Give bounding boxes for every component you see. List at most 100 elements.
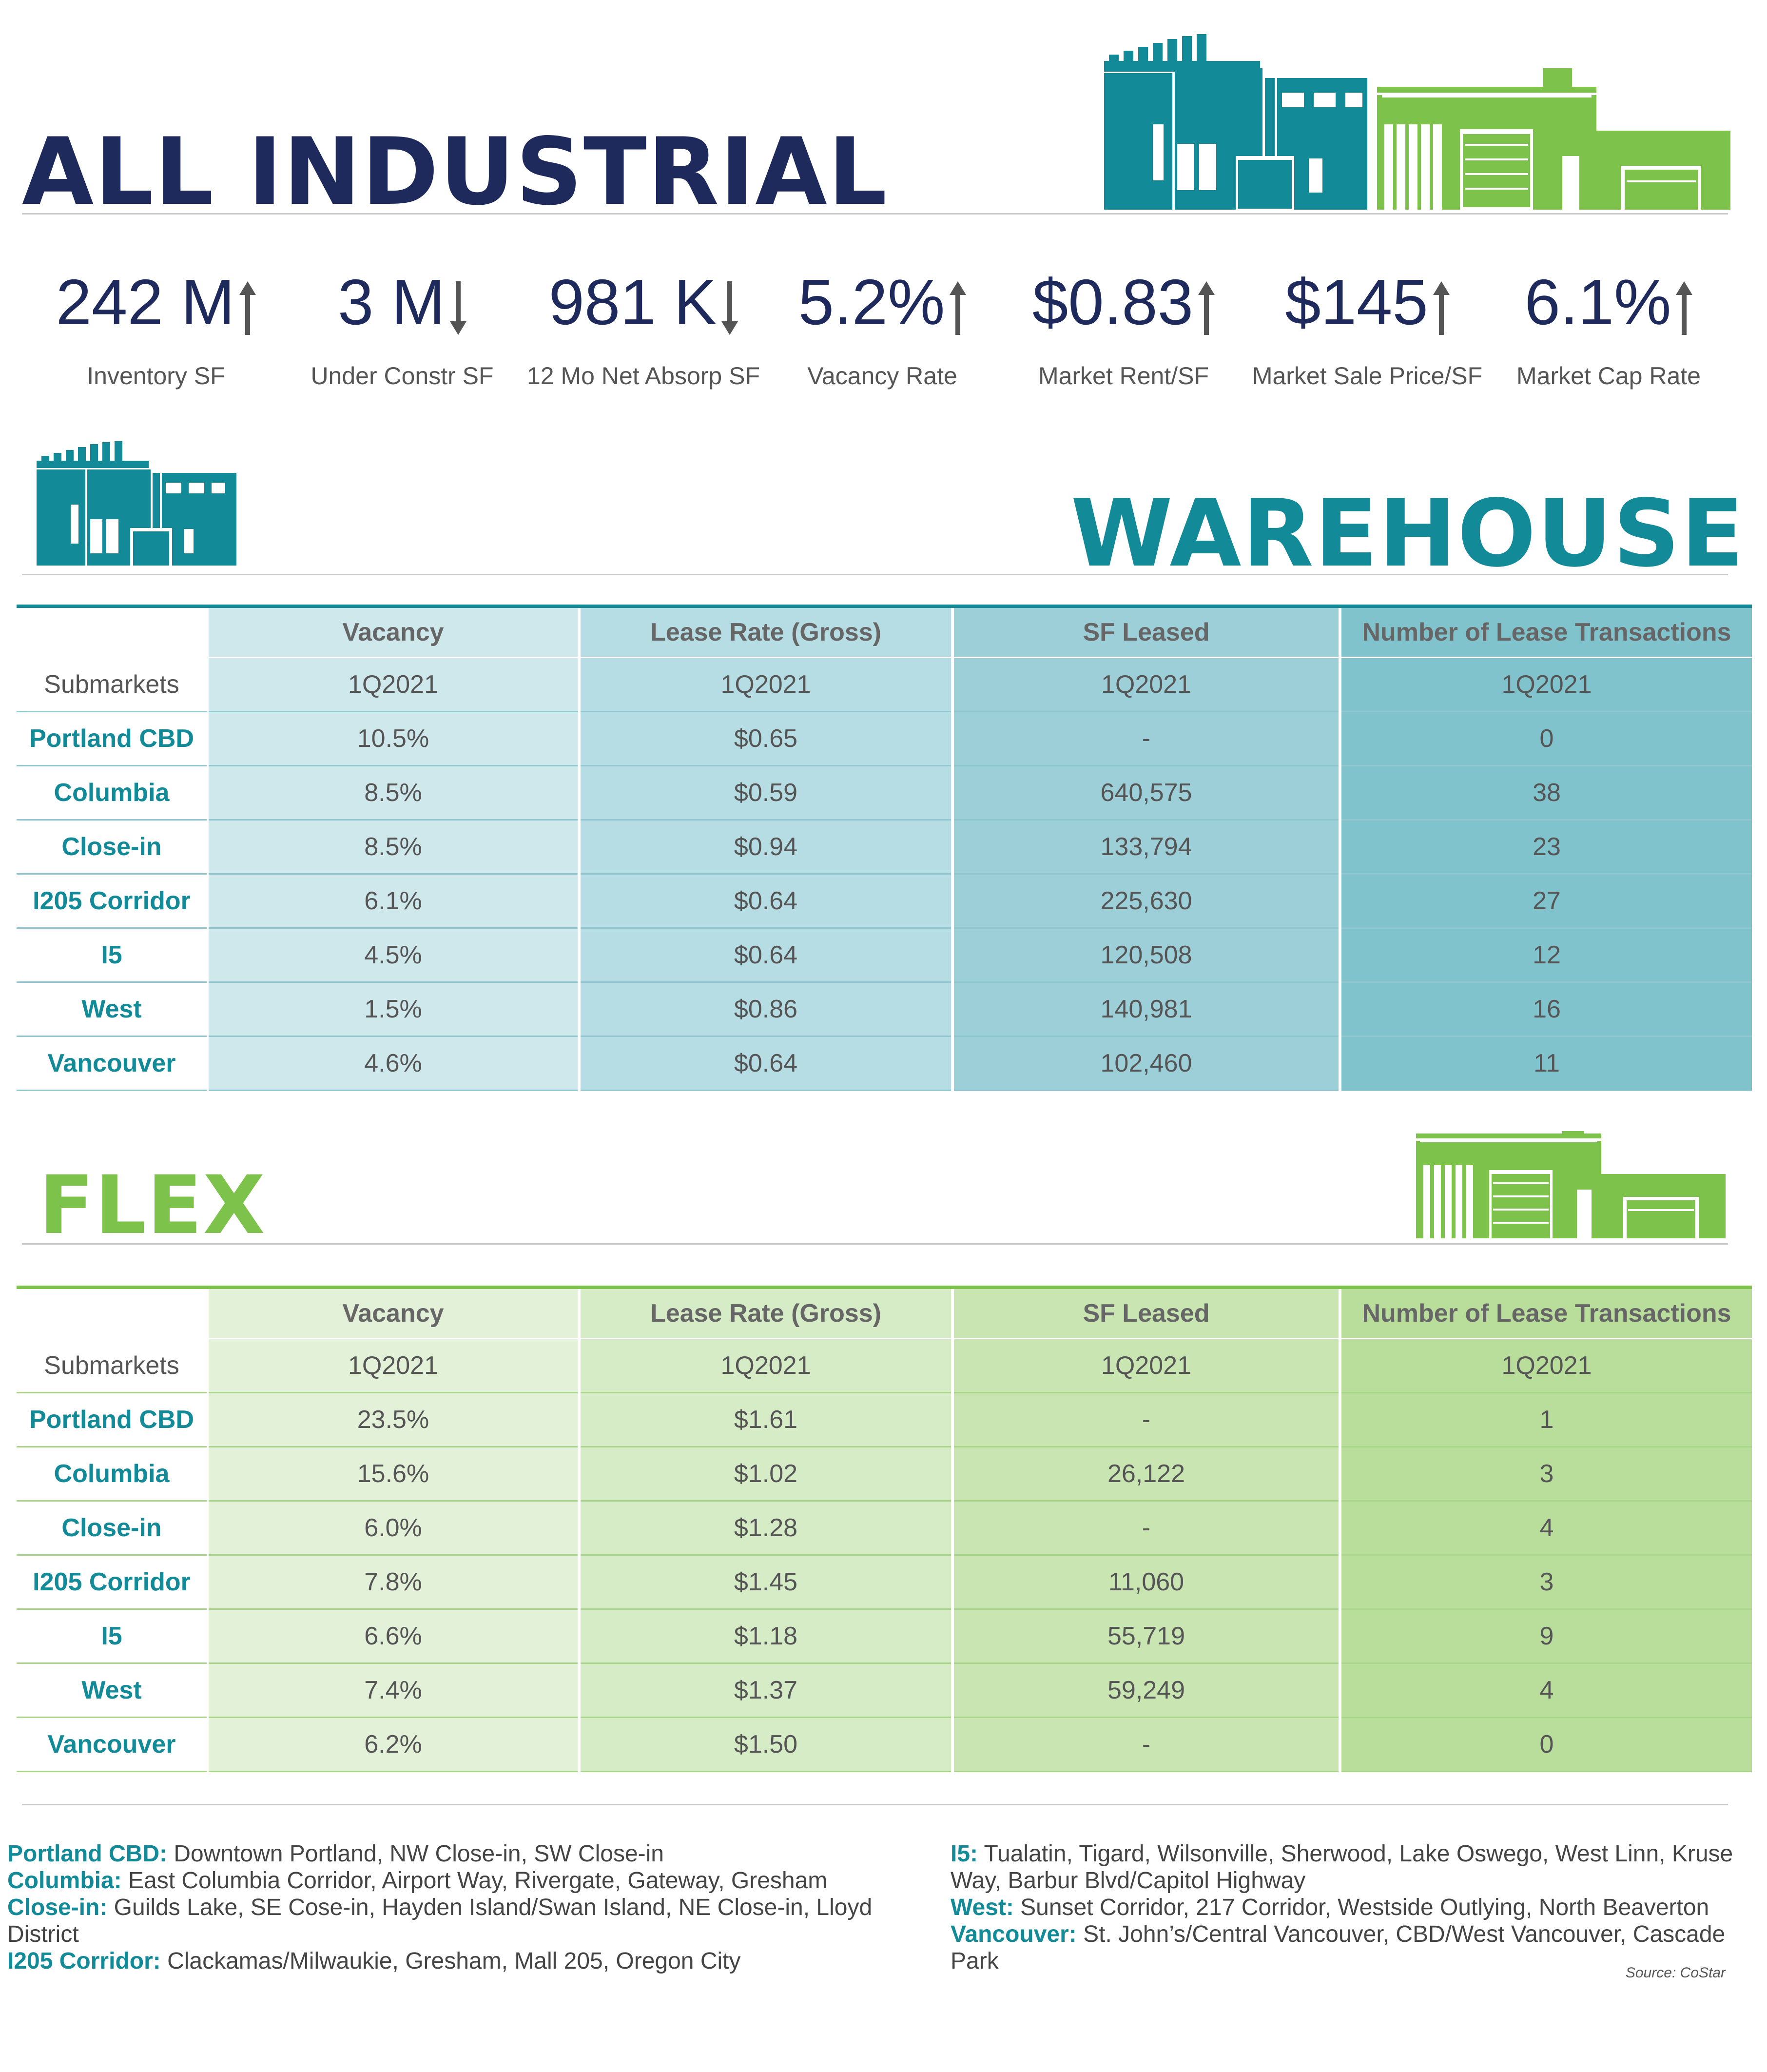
table-row: I5 6.6% $1.18 55,719 9 [17,1609,1752,1664]
table-cell: - [952,711,1341,766]
table-cell: 23.5% [208,1392,581,1447]
table-row: I5 4.5% $0.64 120,508 12 [17,928,1752,983]
table-cell: 1 [1340,1392,1752,1447]
stat-label: 12 Mo Net Absorp SF [526,362,760,390]
definition-item: Columbia: East Columbia Corridor, Airpor… [7,1867,948,1894]
divider [22,574,1728,575]
table-cell: 4.5% [208,928,581,983]
table-header-cell [17,1287,209,1339]
table-cell: $1.50 [579,1717,954,1772]
table-row: Portland CBD 23.5% $1.61 - 1 [17,1392,1752,1447]
definition-term: West: [951,1895,1014,1920]
definition-text: Downtown Portland, NW Close-in, SW Close… [167,1841,664,1867]
table-cell: - [952,1717,1341,1772]
submarket-name: West [17,982,209,1037]
submarket-name: Close-in [17,820,209,875]
table-row: Columbia 15.6% $1.02 26,122 3 [17,1446,1752,1502]
table-cell: 3 [1340,1446,1752,1502]
table-cell: 1Q2021 [579,657,954,712]
definition-term: Columbia: [7,1868,122,1894]
table-cell: 0 [1340,711,1752,766]
flex-building-icon [1416,1131,1726,1238]
table-row: Columbia 8.5% $0.59 640,575 38 [17,765,1752,821]
table-row: West 7.4% $1.37 59,249 4 [17,1663,1752,1718]
table-header-cell: Vacancy [208,1287,581,1339]
stat-label: Market Cap Rate [1516,362,1701,390]
table-row: I205 Corridor 7.8% $1.45 11,060 3 [17,1555,1752,1610]
table-cell: 8.5% [208,820,581,875]
header-buildings-illustration [1104,34,1730,210]
stat-inventory: 242 M Inventory SF [39,263,273,390]
definition-item: I5: Tualatin, Tigard, Wilsonville, Sherw… [951,1840,1755,1894]
definition-term: Close-in: [7,1895,108,1920]
table-cell: 3 [1340,1555,1752,1610]
submarket-name: Portland CBD [17,711,209,766]
submarket-name: Portland CBD [17,1392,209,1447]
stat-value: $145 [1285,266,1428,338]
table-cell: $1.37 [579,1663,954,1718]
stat-label: Inventory SF [87,362,225,390]
divider [22,213,1728,215]
table-cell: 8.5% [208,765,581,821]
table-cell: 1Q2021 [1340,657,1752,712]
submarket-name: Columbia [17,1446,209,1502]
table-row: Vancouver 6.2% $1.50 - 0 [17,1717,1752,1772]
definition-item: West: Sunset Corridor, 217 Corridor, Wes… [951,1894,1755,1921]
table-cell: $0.86 [579,982,954,1037]
definition-text: Sunset Corridor, 217 Corridor, Westside … [1013,1895,1709,1920]
stat-market-sale-price: $145 Market Sale Price/SF [1250,263,1484,390]
arrow-down-icon [450,274,467,352]
arrow-up-icon [950,274,967,352]
table-cell: $0.64 [579,928,954,983]
table-row: Close-in 8.5% $0.94 133,794 23 [17,820,1752,875]
definition-text: Clackamas/Milwaukie, Gresham, Mall 205, … [160,1948,741,1974]
flex-table: Vacancy Lease Rate (Gross) SF Leased Num… [17,1286,1752,1772]
stat-value: 5.2% [798,266,945,338]
table-subheader-row: Submarkets 1Q2021 1Q2021 1Q2021 1Q2021 [17,1338,1752,1393]
table-cell: Submarkets [17,657,209,712]
table-cell: 10.5% [208,711,581,766]
stat-value: 242 M [56,266,235,338]
table-cell: 1Q2021 [208,657,581,712]
table-cell: 7.8% [208,1555,581,1610]
definition-item: Close-in: Guilds Lake, SE Cose-in, Hayde… [7,1894,948,1948]
table-cell: $1.61 [579,1392,954,1447]
stat-label: Vacancy Rate [807,362,957,390]
table-cell: - [952,1392,1341,1447]
stat-value: 3 M [337,266,446,338]
table-row: Close-in 6.0% $1.28 - 4 [17,1501,1752,1556]
arrow-up-icon [239,274,256,352]
table-cell: $1.28 [579,1501,954,1556]
stat-value: $0.83 [1032,266,1194,338]
table-cell: 6.2% [208,1717,581,1772]
definition-item: I205 Corridor: Clackamas/Milwaukie, Gres… [7,1948,948,1974]
table-cell: 15.6% [208,1446,581,1502]
table-cell: 23 [1340,820,1752,875]
table-cell: 12 [1340,928,1752,983]
definition-text: East Columbia Corridor, Airport Way, Riv… [121,1868,828,1894]
definition-text: Tualatin, Tigard, Wilsonville, Sherwood,… [951,1841,1733,1894]
stat-market-cap-rate: 6.1% Market Cap Rate [1492,263,1726,390]
definition-term: I205 Corridor: [7,1948,161,1974]
source-note: Source: CoStar [1625,1965,1726,1981]
table-cell: 6.6% [208,1609,581,1664]
table-row: West 1.5% $0.86 140,981 16 [17,982,1752,1037]
table-cell: 4 [1340,1501,1752,1556]
warehouse-table: Vacancy Lease Rate (Gross) SF Leased Num… [17,605,1752,1091]
table-row: I205 Corridor 6.1% $0.64 225,630 27 [17,874,1752,929]
submarket-name: Columbia [17,765,209,821]
table-cell: $1.18 [579,1609,954,1664]
table-cell: 11,060 [952,1555,1341,1610]
submarket-name: Vancouver [17,1036,209,1091]
stat-market-rent: $0.83 Market Rent/SF [1007,263,1241,390]
table-header-row: Vacancy Lease Rate (Gross) SF Leased Num… [17,1287,1752,1339]
table-header-cell: SF Leased [952,606,1341,658]
table-cell: Submarkets [17,1338,209,1393]
table-cell: 27 [1340,874,1752,929]
table-cell: 102,460 [952,1036,1341,1091]
table-cell: 6.1% [208,874,581,929]
stat-value: 981 K [548,266,717,338]
table-cell: $0.64 [579,874,954,929]
definition-item: Portland CBD: Downtown Portland, NW Clos… [7,1840,948,1867]
warehouse-building-icon [37,441,236,566]
